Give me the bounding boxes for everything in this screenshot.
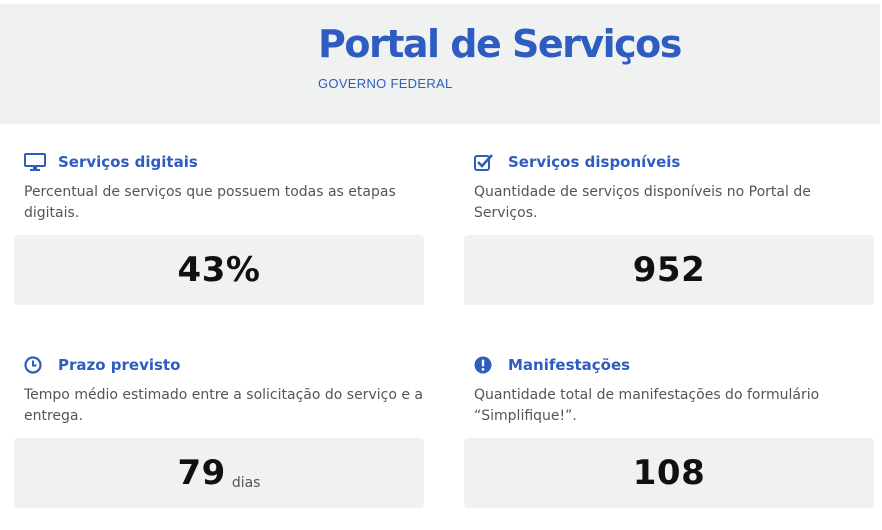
checkbox-icon	[474, 152, 496, 172]
card-description: Quantidade total de manifestações do for…	[474, 387, 820, 424]
card-servicos-disponiveis: Serviços disponíveis Quantidade de servi…	[464, 152, 876, 224]
monitor-icon	[24, 152, 46, 172]
metric-unit: dias	[231, 475, 261, 491]
metric-value: 108	[632, 453, 706, 493]
value-box: 79 dias	[14, 438, 424, 508]
card-header: Prazo previsto	[14, 355, 426, 375]
card-description: Percentual de serviços que possuem todas…	[24, 184, 396, 221]
page-header: Portal de Serviços GOVERNO FEDERAL	[0, 4, 880, 124]
clock-icon	[24, 355, 46, 375]
card-servicos-digitais: Serviços digitais Percentual de serviços…	[14, 152, 426, 224]
card-prazo-previsto: Prazo previsto Tempo médio estimado entr…	[14, 355, 426, 427]
card-title: Manifestações	[508, 356, 631, 374]
card-title: Serviços disponíveis	[508, 153, 681, 171]
card-description: Tempo médio estimado entre a solicitação…	[24, 387, 423, 424]
metric-value: 43%	[177, 250, 261, 290]
card-header: Serviços digitais	[14, 152, 426, 172]
exclamation-icon	[474, 355, 496, 375]
card-title: Prazo previsto	[58, 356, 181, 374]
portal-subtitle: GOVERNO FEDERAL	[318, 76, 453, 91]
card-description: Quantidade de serviços disponíveis no Po…	[474, 184, 811, 221]
card-title: Serviços digitais	[58, 153, 198, 171]
card-manifestacoes: Manifestações Quantidade total de manife…	[464, 355, 876, 427]
value-box: 952	[464, 235, 874, 305]
card-header: Serviços disponíveis	[464, 152, 876, 172]
metric-value: 79	[177, 453, 226, 493]
value-box: 43%	[14, 235, 424, 305]
metric-value: 952	[632, 250, 706, 290]
value-box: 108	[464, 438, 874, 508]
card-header: Manifestações	[464, 355, 876, 375]
portal-title[interactable]: Portal de Serviços	[318, 22, 682, 66]
